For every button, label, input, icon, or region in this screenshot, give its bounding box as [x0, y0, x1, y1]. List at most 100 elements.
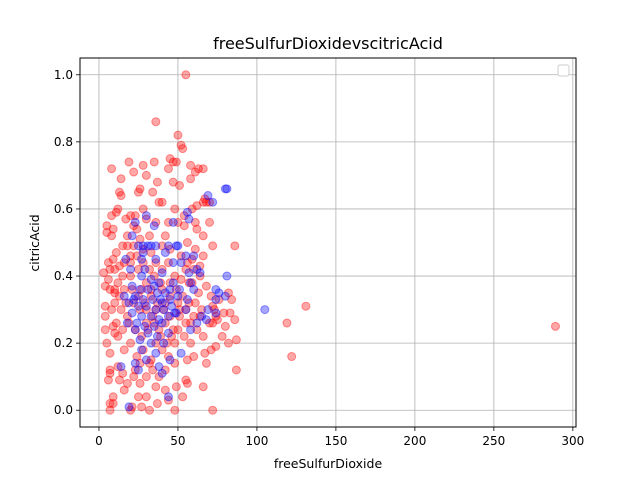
data-point	[195, 268, 205, 278]
data-point	[154, 197, 164, 207]
data-point	[163, 241, 173, 251]
data-point	[154, 315, 164, 325]
data-point	[107, 164, 117, 174]
data-point	[222, 184, 232, 194]
data-point	[175, 284, 185, 294]
y-tick-label: 0.2	[54, 336, 73, 350]
data-point	[165, 291, 175, 301]
data-point	[223, 338, 233, 348]
data-point	[141, 392, 151, 402]
data-point	[214, 295, 224, 305]
data-point	[165, 355, 175, 365]
data-point	[141, 301, 151, 311]
data-point	[178, 291, 188, 301]
data-point	[105, 405, 115, 415]
data-point	[154, 278, 164, 288]
data-point	[102, 221, 112, 231]
data-point	[121, 254, 131, 264]
data-point	[129, 295, 139, 305]
data-point	[186, 174, 196, 184]
data-point	[160, 288, 170, 298]
data-point	[126, 264, 136, 274]
data-point	[157, 284, 167, 294]
data-point	[181, 305, 191, 315]
data-point	[124, 402, 134, 412]
data-point	[192, 224, 202, 234]
data-point	[195, 271, 205, 281]
data-point	[119, 258, 129, 268]
data-point	[116, 362, 126, 372]
data-point	[173, 130, 183, 140]
y-tick-label: 1.0	[54, 68, 73, 82]
data-point	[189, 264, 199, 274]
data-point	[122, 311, 132, 321]
data-point	[129, 372, 139, 382]
data-point	[198, 164, 208, 174]
data-point	[151, 382, 161, 392]
data-point	[282, 318, 292, 328]
data-point	[176, 274, 186, 284]
data-point	[179, 221, 189, 231]
data-point	[190, 217, 200, 227]
data-point	[171, 157, 181, 167]
data-point	[173, 291, 183, 301]
data-point	[141, 305, 151, 315]
data-point	[195, 311, 205, 321]
data-point	[168, 325, 178, 335]
data-point	[137, 271, 147, 281]
data-point	[138, 204, 148, 214]
data-point	[173, 241, 183, 251]
data-point	[205, 318, 215, 328]
data-point	[301, 301, 311, 311]
data-point	[550, 321, 560, 331]
data-point	[184, 268, 194, 278]
data-point	[114, 261, 124, 271]
data-point	[203, 191, 213, 201]
data-point	[122, 231, 132, 241]
data-point	[143, 328, 153, 338]
data-point	[141, 211, 151, 221]
data-point	[178, 144, 188, 154]
data-point	[198, 251, 208, 261]
data-point	[107, 211, 117, 221]
data-point	[100, 325, 110, 335]
data-point	[206, 291, 216, 301]
data-point	[135, 184, 145, 194]
data-point	[127, 284, 137, 294]
data-point	[167, 331, 177, 341]
data-point	[129, 298, 139, 308]
data-point	[137, 402, 147, 412]
data-point	[175, 305, 185, 315]
data-point	[201, 315, 211, 325]
x-tick-label: 50	[170, 434, 185, 448]
data-point	[145, 231, 154, 241]
data-point	[217, 331, 227, 341]
data-point	[176, 258, 186, 268]
data-point	[126, 251, 136, 261]
data-point	[156, 295, 166, 305]
data-point	[135, 358, 145, 368]
data-point	[130, 365, 140, 375]
data-point	[118, 241, 128, 251]
grid	[80, 58, 576, 427]
data-point	[130, 325, 140, 335]
data-point	[103, 375, 113, 385]
data-point	[171, 284, 181, 294]
data-point	[170, 358, 180, 368]
data-point	[121, 214, 131, 224]
data-point	[146, 284, 156, 294]
data-point	[118, 325, 128, 335]
data-point	[126, 211, 136, 221]
data-point	[192, 325, 202, 335]
data-point	[171, 382, 181, 392]
data-point	[107, 305, 117, 315]
data-point	[182, 295, 192, 305]
data-point	[192, 264, 202, 274]
data-point	[168, 157, 178, 167]
data-point	[220, 291, 230, 301]
data-point	[114, 187, 124, 197]
data-point	[225, 308, 235, 318]
data-point	[178, 392, 188, 402]
